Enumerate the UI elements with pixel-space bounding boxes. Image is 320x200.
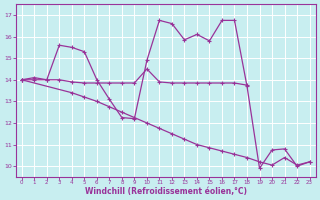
X-axis label: Windchill (Refroidissement éolien,°C): Windchill (Refroidissement éolien,°C) [85, 187, 247, 196]
